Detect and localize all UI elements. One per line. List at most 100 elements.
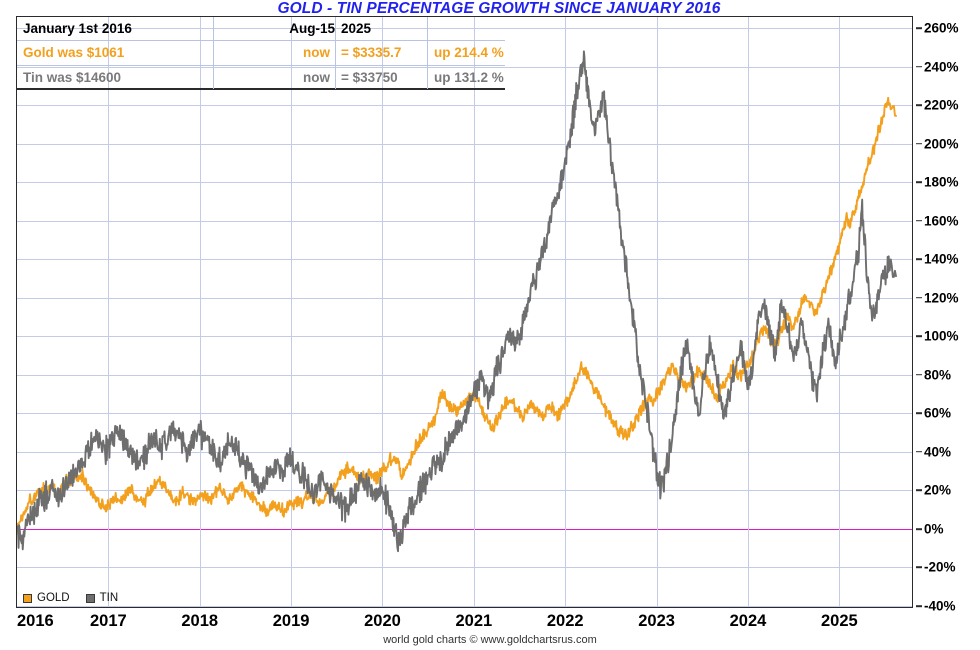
gridline-vertical xyxy=(108,17,110,607)
y-axis-tick xyxy=(916,104,922,106)
y-axis-label: 160% xyxy=(924,213,959,229)
gridline-vertical xyxy=(747,17,749,607)
gridline-vertical xyxy=(199,17,201,607)
x-axis-label: 2024 xyxy=(729,612,767,630)
gridline-vertical xyxy=(382,17,384,607)
y-axis-label: 80% xyxy=(924,367,952,383)
y-axis-label: 200% xyxy=(924,136,959,152)
as-of-date-cell: Aug-15 xyxy=(213,17,335,41)
y-axis-label: 260% xyxy=(924,20,959,36)
y-axis-tick xyxy=(916,142,922,145)
legend-swatch-gold-icon xyxy=(23,593,32,603)
legend-label-gold: GOLD xyxy=(37,592,70,604)
gridline-horizontal xyxy=(17,336,912,338)
gridline-horizontal xyxy=(17,182,912,184)
page-title: GOLD - TIN PERCENTAGE GROWTH SINCE JANUA… xyxy=(277,0,721,17)
gridline-horizontal xyxy=(17,451,912,453)
y-axis-tick xyxy=(916,219,922,222)
x-axis-label: 2017 xyxy=(90,612,127,630)
series-lines xyxy=(17,50,897,553)
tin-now-cell: now xyxy=(213,65,335,89)
gridline-horizontal xyxy=(17,105,912,107)
gridline-horizontal xyxy=(17,374,912,376)
y-axis-label: 220% xyxy=(924,97,959,113)
start-date-cell: January 1st 2016 xyxy=(17,17,213,40)
gridline-horizontal xyxy=(17,297,912,299)
y-axis-label: 180% xyxy=(924,174,959,190)
y-axis-labels: 260% 240% 220% 200% 180% 160% 140% 120% 100% 80% 6… xyxy=(916,0,980,650)
gridline-horizontal xyxy=(17,66,912,68)
gridline-vertical xyxy=(291,17,293,607)
gold-change-cell: up 214.4 % xyxy=(427,41,505,65)
legend-label-tin: TIN xyxy=(99,592,119,604)
y-axis-label: 60% xyxy=(924,405,952,421)
tin-change-cell: up 131.2 % xyxy=(427,65,505,89)
x-axis-label: 2021 xyxy=(455,612,493,630)
y-axis-tick xyxy=(916,528,922,530)
gold-now-value-cell: = $3335.7 xyxy=(335,41,427,65)
dates-empty-cell xyxy=(427,17,505,41)
y-axis-label: 240% xyxy=(924,59,959,75)
x-axis-label: 2016 xyxy=(17,612,54,630)
plot-area xyxy=(16,16,913,608)
y-axis-tick xyxy=(916,296,922,299)
x-axis-labels: 2016 2017 2018 2019 2020 2021 2022 2023 2024 2025 xyxy=(0,612,980,640)
x-axis-label: 2018 xyxy=(181,612,219,630)
y-axis-tick xyxy=(916,65,922,68)
y-axis-label: -20% xyxy=(924,559,956,575)
gridline-vertical xyxy=(656,17,658,607)
gridline-horizontal xyxy=(17,259,912,261)
x-axis-label: 2020 xyxy=(364,612,401,630)
gridline-horizontal xyxy=(17,28,912,29)
footer-credit: world gold charts © www.goldchartsrus.co… xyxy=(383,634,597,646)
y-axis-tick xyxy=(916,374,922,376)
as-of-year-cell: 2025 xyxy=(335,17,427,41)
gridline-horizontal xyxy=(17,143,912,145)
zero-reference-line xyxy=(17,528,912,531)
x-axis-label: 2019 xyxy=(272,612,310,630)
y-axis-tick xyxy=(916,258,922,260)
y-axis-label: 40% xyxy=(924,444,952,460)
summary-row-dates: January 1st 2016 Aug-15 2025 xyxy=(17,17,505,42)
y-axis-label: 20% xyxy=(924,482,952,498)
y-axis-tick xyxy=(916,489,922,492)
y-axis-label: -40% xyxy=(924,598,956,614)
gridline-vertical xyxy=(839,17,841,607)
gridline-horizontal xyxy=(17,606,912,607)
y-axis-tick xyxy=(916,335,922,338)
summary-row-gold: Gold was $1061 now = $3335.7 up 214.4 % xyxy=(17,41,505,66)
series-line-tin xyxy=(17,50,897,553)
legend-item-gold[interactable]: GOLD xyxy=(23,592,70,604)
as-of-year-label: 2025 xyxy=(341,21,372,37)
tin-now-value-cell: = $33750 xyxy=(335,65,427,89)
gold-was-cell: Gold was $1061 xyxy=(23,45,125,61)
y-axis-tick xyxy=(916,27,922,29)
y-axis-tick xyxy=(916,566,922,569)
gridline-horizontal xyxy=(17,220,912,222)
as-of-date-label: Aug-15 xyxy=(289,21,335,37)
y-axis-label: 140% xyxy=(924,251,959,267)
y-axis-label: 100% xyxy=(924,328,959,344)
tin-was-cell: Tin was $14600 xyxy=(23,69,122,85)
summary-table: January 1st 2016 Aug-15 2025 Gold was $1… xyxy=(16,16,505,90)
start-year-label: 2016 xyxy=(101,21,132,37)
x-axis-label: 2023 xyxy=(638,612,675,630)
y-axis-tick xyxy=(916,605,922,607)
legend-item-tin[interactable]: TIN xyxy=(85,592,119,604)
y-axis-tick xyxy=(916,451,922,453)
gridline-horizontal xyxy=(17,567,912,569)
gridline-vertical xyxy=(473,17,475,607)
y-axis-label: 0% xyxy=(924,521,944,537)
gold-now-cell: now xyxy=(213,41,335,65)
y-axis-label: 120% xyxy=(924,290,959,306)
summary-row-tin: Tin was $14600 now = $33750 up 131.2 % xyxy=(17,65,505,90)
chart-legend: GOLD TIN xyxy=(23,592,118,604)
gridline-horizontal xyxy=(17,490,912,492)
gridline-vertical xyxy=(565,17,567,607)
x-axis-label: 2025 xyxy=(820,612,858,630)
legend-swatch-tin-icon xyxy=(85,593,95,603)
series-line-gold xyxy=(17,96,897,535)
x-axis-label: 2022 xyxy=(546,612,584,630)
y-axis-tick xyxy=(916,181,922,183)
